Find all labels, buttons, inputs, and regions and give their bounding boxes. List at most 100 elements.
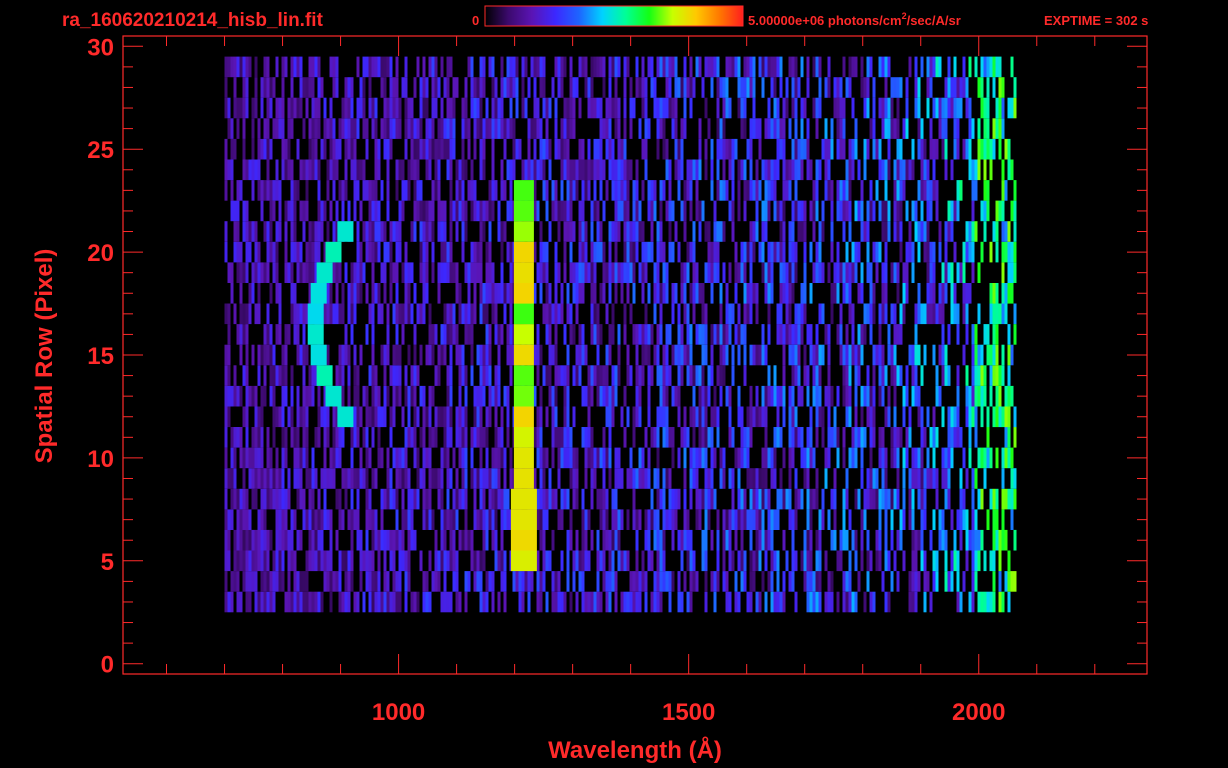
heatmap-cell: [599, 509, 603, 530]
heatmap-cell: [620, 406, 624, 428]
heatmap-cell: [662, 97, 666, 119]
heatmap-cell: [368, 488, 372, 510]
heatmap-cell: [497, 97, 501, 119]
heatmap-cell: [317, 427, 321, 448]
heatmap-cell: [296, 241, 300, 263]
heatmap-cell: [305, 200, 309, 222]
heatmap-cell: [989, 303, 993, 325]
heatmap-cell: [257, 447, 261, 469]
heatmap-cell: [770, 447, 774, 469]
heatmap-cell: [995, 283, 999, 304]
heatmap-cell: [704, 509, 708, 530]
heatmap-cell: [629, 468, 633, 489]
heatmap-cell: [233, 77, 237, 98]
heatmap-cell: [656, 97, 660, 119]
heatmap-cell: [380, 529, 384, 551]
heatmap-cell: [737, 447, 741, 469]
heatmap-cell: [662, 241, 666, 263]
heatmap-cell: [245, 159, 249, 181]
heatmap-cell: [647, 509, 651, 530]
heatmap-cell: [308, 159, 312, 181]
heatmap-cell: [647, 56, 651, 78]
heatmap-cell: [323, 303, 327, 325]
heatmap-cell: [680, 529, 684, 551]
heatmap-cell: [986, 324, 990, 345]
heatmap-cell: [770, 571, 774, 592]
heatmap-cell: [473, 427, 477, 448]
heatmap-cell: [509, 447, 513, 469]
heatmap-cell: [305, 385, 309, 407]
heatmap-cell: [794, 180, 798, 201]
heatmap-cell: [752, 344, 756, 366]
heatmap-cell: [539, 159, 543, 181]
heatmap-cell: [242, 97, 246, 119]
heatmap-cell: [365, 447, 369, 469]
heatmap-cell: [884, 529, 888, 551]
heatmap-cell: [260, 180, 264, 201]
heatmap-cell: [455, 200, 459, 222]
heatmap-cell: [587, 180, 591, 201]
heatmap-cell: [896, 488, 900, 510]
heatmap-cell: [677, 159, 681, 181]
heatmap-cell: [818, 365, 822, 386]
heatmap-cell: [698, 200, 702, 222]
heatmap-cell: [434, 365, 438, 386]
heatmap-cell: [689, 200, 693, 222]
heatmap-cell: [572, 97, 576, 119]
heatmap-cell: [848, 180, 852, 201]
heatmap-cell: [893, 406, 897, 428]
heatmap-cell: [701, 283, 705, 304]
heatmap-cell: [812, 262, 816, 283]
heatmap-cell: [509, 344, 513, 366]
heatmap-cell: [428, 56, 432, 78]
heatmap-cell: [950, 303, 954, 325]
heatmap-cell: [275, 571, 279, 592]
heatmap-cell: [485, 447, 489, 469]
heatmap-cell: [659, 221, 663, 242]
heatmap-cell: [524, 56, 528, 78]
heatmap-cell: [491, 488, 495, 510]
heatmap-cell: [362, 77, 366, 98]
heatmap-cell: [290, 241, 294, 263]
heatmap-cell: [731, 159, 735, 181]
heatmap-cell: [560, 118, 564, 139]
heatmap-cell: [446, 77, 450, 98]
heatmap-cell: [908, 468, 912, 489]
heatmap-cell: [926, 303, 930, 325]
heatmap-cell: [779, 468, 783, 489]
heatmap-cell: [1010, 56, 1014, 78]
heatmap-cell: [896, 571, 900, 592]
heatmap-cell: [584, 550, 588, 572]
heatmap-cell: [386, 468, 390, 489]
heatmap-cell: [563, 591, 567, 613]
heatmap-cell: [473, 180, 477, 201]
heatmap-cell: [1010, 509, 1014, 530]
heatmap-cell: [701, 365, 705, 386]
heatmap-cell: [359, 447, 363, 469]
heatmap-cell: [629, 97, 633, 119]
heatmap-cell: [347, 200, 351, 222]
heatmap-cell: [995, 385, 999, 407]
heatmap-cell: [761, 447, 765, 469]
heatmap-cell: [548, 550, 552, 572]
heatmap-cell: [614, 221, 618, 242]
heatmap-cell: [1013, 488, 1017, 510]
heatmap-cell: [242, 200, 246, 222]
heatmap-cell: [254, 56, 258, 78]
heatmap-cell: [986, 344, 990, 366]
heatmap-cell: [998, 550, 1002, 572]
heatmap-cell: [314, 221, 318, 242]
heatmap-cell: [884, 97, 888, 119]
heatmap-cell: [737, 324, 741, 345]
heatmap-cell: [452, 529, 456, 551]
heatmap-cell: [383, 283, 387, 304]
heatmap-cell: [872, 241, 876, 263]
colorbar-max-exponent: 2: [902, 11, 907, 21]
heatmap-cell: [302, 591, 306, 613]
heatmap-cell: [437, 221, 441, 242]
heatmap-cell: [845, 406, 849, 428]
heatmap-cell: [482, 303, 486, 325]
heatmap-cell: [836, 427, 840, 448]
heatmap-cell: [566, 447, 570, 469]
heatmap-cell: [296, 468, 300, 489]
